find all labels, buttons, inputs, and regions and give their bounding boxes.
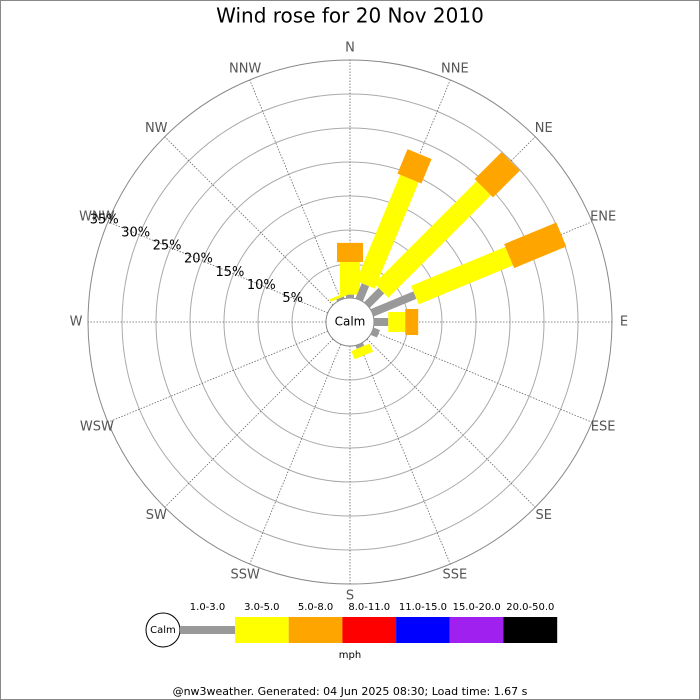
wind-bar <box>374 318 389 326</box>
ring-label: 15% <box>215 265 244 280</box>
direction-label: NW <box>145 121 168 136</box>
wind-bar <box>374 181 491 298</box>
spoke <box>366 338 536 508</box>
ring-label: 30% <box>121 226 150 241</box>
wind-bar <box>411 246 513 305</box>
legend-label: 20.0-50.0 <box>506 602 554 613</box>
wind-bar <box>474 152 520 198</box>
wind-bar <box>336 296 345 302</box>
legend-label: 3.0-5.0 <box>244 602 279 613</box>
direction-label: ESE <box>591 419 616 434</box>
wind-bar <box>364 287 385 308</box>
legend-swatch <box>396 617 450 643</box>
legend-swatch <box>503 617 558 643</box>
wind-bar <box>329 291 350 302</box>
legend-swatch <box>180 626 235 634</box>
legend-label: 11.0-15.0 <box>399 602 447 613</box>
direction-label: SE <box>536 508 552 523</box>
wind-bar <box>356 174 419 289</box>
calm-label: Calm <box>335 315 366 329</box>
wind-bar <box>355 342 365 349</box>
legend-label: 15.0-20.0 <box>453 602 501 613</box>
spoke <box>249 344 342 565</box>
legend-calm-label: Calm <box>150 625 176 636</box>
direction-label: SSW <box>230 568 260 583</box>
direction-label: SW <box>146 508 167 523</box>
wind-bar <box>370 327 380 338</box>
chart-title: Wind rose for 20 Nov 2010 <box>216 4 484 28</box>
spoke <box>164 338 334 508</box>
direction-label: WSW <box>80 419 114 434</box>
wind-bar <box>405 309 419 335</box>
spoke <box>107 221 328 314</box>
wind-bar <box>370 291 417 317</box>
wind-bar <box>337 242 363 262</box>
legend-label: 5.0-8.0 <box>298 602 333 613</box>
legend-swatch <box>449 617 504 643</box>
wind-bar <box>388 312 406 332</box>
wind-bar <box>351 343 374 360</box>
direction-label: SSE <box>442 568 467 583</box>
wind-bar <box>346 294 354 298</box>
spoke <box>249 79 342 300</box>
legend-label: 8.0-11.0 <box>348 602 390 613</box>
wind-bar <box>355 283 370 302</box>
direction-label: NNE <box>441 61 469 76</box>
ring-label: 20% <box>184 252 213 267</box>
direction-label: W <box>70 315 83 330</box>
ring-label: 5% <box>282 291 303 306</box>
footer: @nw3weather. Generated: 04 Jun 2025 08:3… <box>173 685 528 698</box>
direction-label: N <box>345 41 355 56</box>
legend-swatch <box>342 617 397 643</box>
spoke <box>358 344 451 565</box>
direction-label: WNW <box>79 210 115 225</box>
ring-label: 35% <box>90 213 119 228</box>
wind-bar <box>504 222 567 269</box>
legend-swatch <box>235 617 289 643</box>
direction-label: E <box>620 315 628 330</box>
spoke <box>107 330 328 423</box>
direction-label: ENE <box>590 210 616 225</box>
wind-bar <box>340 261 360 295</box>
grid-ring <box>257 229 443 415</box>
direction-label: S <box>346 589 354 604</box>
spoke <box>372 330 593 423</box>
unit-label: mph <box>339 650 361 661</box>
wind-bar <box>397 149 432 184</box>
direction-label: NE <box>535 121 553 136</box>
spoke <box>164 136 334 306</box>
legend-swatch <box>288 617 343 643</box>
ring-label: 10% <box>247 278 276 293</box>
direction-label: NNW <box>229 61 261 76</box>
grid-ring <box>155 127 545 517</box>
ring-label: 25% <box>153 239 182 254</box>
legend-label: 1.0-3.0 <box>190 602 225 613</box>
